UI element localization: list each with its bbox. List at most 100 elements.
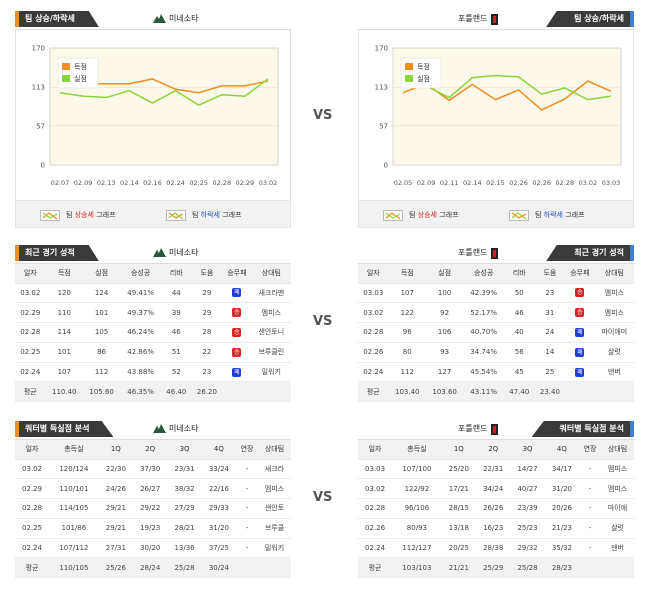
table-cell: 03.03 bbox=[358, 459, 393, 480]
table-cell: 45 bbox=[504, 362, 535, 383]
table-cell: 44 bbox=[161, 283, 192, 304]
result-cell: 패 bbox=[565, 342, 595, 363]
table-cell: 29 bbox=[191, 283, 223, 304]
y-tick-label: 113 bbox=[375, 84, 388, 92]
y-tick-label: 170 bbox=[375, 45, 388, 53]
average-cell: 47.40 bbox=[504, 381, 535, 403]
table-cell: 80/93 bbox=[392, 518, 442, 539]
result-cell: 승 bbox=[565, 283, 595, 304]
table-cell: 29/33 bbox=[201, 498, 237, 519]
average-row: 평균 110.40 105.60 46.35% 46.40 26.20 bbox=[15, 381, 291, 403]
table-cell: 93 bbox=[425, 342, 464, 363]
table-cell: 02.24 bbox=[358, 362, 389, 383]
table-cell: 멤피스 bbox=[601, 478, 634, 500]
table-cell: 샬럿 bbox=[601, 518, 634, 539]
vs-label: VS bbox=[313, 108, 333, 123]
column-header: 리바 bbox=[504, 264, 535, 284]
table-cell: 02.24 bbox=[15, 538, 50, 559]
table-cell: 02.25 bbox=[15, 518, 50, 539]
trend-chart: 170 113 57 0 02.07 02.09 02.13 02.14 02.16 02.24 0… bbox=[15, 30, 291, 202]
table-cell: 밀워키 bbox=[258, 538, 291, 559]
average-cell: 23.40 bbox=[534, 381, 566, 403]
quarter-panel-left: 쿼터별 득실점 분석 미네소타 일자 총득실 1Q 2Q 3Q 4Q 연장 상대팀 03.02 1… bbox=[15, 418, 291, 579]
table-cell: 02.28 bbox=[358, 322, 389, 343]
result-badge: 패 bbox=[575, 327, 585, 337]
table-cell: 25/20 bbox=[441, 459, 477, 480]
table-cell: 124 bbox=[82, 283, 121, 304]
legend-swatch bbox=[405, 75, 413, 82]
column-header: 실점 bbox=[82, 264, 121, 284]
average-cell: 25/28 bbox=[167, 557, 202, 579]
table-cell: 37/25 bbox=[201, 538, 237, 559]
table-row: 03.02 122 92 52.17% 46 31 승 멤피스 bbox=[358, 302, 634, 324]
average-cell: 110.40 bbox=[45, 381, 83, 403]
table-cell: 03.02 bbox=[358, 302, 389, 324]
downtrend-legend: 팀 하락세 그래프 bbox=[509, 209, 585, 221]
table-cell: 샌안토니 bbox=[251, 322, 291, 343]
x-tick-label: 02.24 bbox=[166, 179, 185, 187]
x-tick-label: 03.02 bbox=[259, 179, 278, 187]
table-cell: 멤피스 bbox=[594, 302, 634, 324]
column-header: 상대팀 bbox=[594, 264, 634, 284]
table-cell: 샬럿 bbox=[594, 342, 634, 363]
table-cell: 120/124 bbox=[49, 459, 99, 480]
column-header: 2Q bbox=[133, 440, 168, 460]
x-tick-label: 03.02 bbox=[579, 179, 598, 187]
table-cell: 110/101 bbox=[49, 478, 99, 500]
uptrend-graph-icon bbox=[383, 209, 403, 221]
table-cell: 101 bbox=[45, 342, 83, 363]
column-header: 총득실 bbox=[392, 440, 442, 460]
table-row: 03.03 107/100 25/20 22/31 14/27 34/17- 멤피스 bbox=[358, 459, 634, 480]
team-logo-icon bbox=[153, 14, 166, 23]
table-cell: 38/32 bbox=[167, 478, 202, 500]
result-cell: 승 bbox=[565, 302, 595, 324]
table-cell: 27/29 bbox=[167, 498, 202, 519]
column-header: 도움 bbox=[534, 264, 566, 284]
table-cell: 13/36 bbox=[167, 538, 202, 559]
table-cell: 96/106 bbox=[392, 498, 442, 519]
table-cell: 24 bbox=[534, 322, 566, 343]
team-name: 포틀랜드 bbox=[458, 422, 506, 436]
table-cell: 114 bbox=[45, 322, 83, 343]
table-cell: 26/27 bbox=[133, 478, 168, 500]
table-cell: 02.26 bbox=[358, 342, 389, 363]
table-cell: 45.54% bbox=[463, 362, 505, 383]
average-cell: 103.60 bbox=[425, 381, 464, 403]
average-cell: 105.60 bbox=[82, 381, 121, 403]
table-cell: 23 bbox=[191, 362, 223, 383]
table-cell: 마이애 bbox=[601, 498, 634, 519]
table-cell: 86 bbox=[82, 342, 121, 363]
column-header: 4Q bbox=[201, 440, 237, 460]
result-badge: 승 bbox=[575, 308, 585, 318]
table-cell: 23 bbox=[534, 283, 566, 304]
average-cell bbox=[601, 557, 634, 579]
average-cell bbox=[594, 381, 634, 403]
panel-tag: 팀 상승/하락세 bbox=[546, 11, 634, 27]
x-tick-label: 02.26 bbox=[509, 179, 528, 187]
table-cell: 49.37% bbox=[120, 302, 162, 324]
panel-header: 쿼터별 득실점 분석 미네소타 bbox=[15, 418, 291, 440]
y-tick-label: 57 bbox=[36, 122, 45, 130]
table-cell: 03.02 bbox=[15, 459, 50, 480]
table-cell: 29 bbox=[191, 302, 223, 324]
table-cell: 29/21 bbox=[98, 518, 134, 539]
table-cell: 39 bbox=[161, 302, 192, 324]
table-row: 03.02 120/124 22/30 37/30 23/31 33/24- 새크라 bbox=[15, 459, 291, 480]
table-cell: 23/39 bbox=[510, 498, 545, 519]
table-cell: 56 bbox=[504, 342, 535, 363]
table-cell: 28/21 bbox=[167, 518, 202, 539]
table-cell: 20/26 bbox=[544, 498, 580, 519]
table-cell: 16/23 bbox=[476, 518, 511, 539]
average-cell: 25/26 bbox=[98, 557, 134, 579]
quarter-table: 일자 총득실 1Q 2Q 3Q 4Q 연장 상대팀 03.02 120/124 22/30 37/30… bbox=[15, 440, 291, 579]
table-cell: 02.24 bbox=[15, 362, 46, 383]
panel-header: 최근 경기 성적 미네소타 bbox=[15, 242, 291, 264]
team-logo-icon bbox=[153, 248, 166, 257]
average-cell: 25/29 bbox=[476, 557, 511, 579]
trend-panel-left: 팀 상승/하락세 미네소타 170 113 57 0 02.07 02.09 02.13 02… bbox=[15, 8, 291, 228]
downtrend-graph-icon bbox=[166, 209, 186, 221]
table-cell: 02.29 bbox=[15, 302, 46, 324]
average-cell bbox=[251, 381, 291, 403]
table-cell: 107 bbox=[388, 283, 426, 304]
column-header: 일자 bbox=[358, 440, 393, 460]
